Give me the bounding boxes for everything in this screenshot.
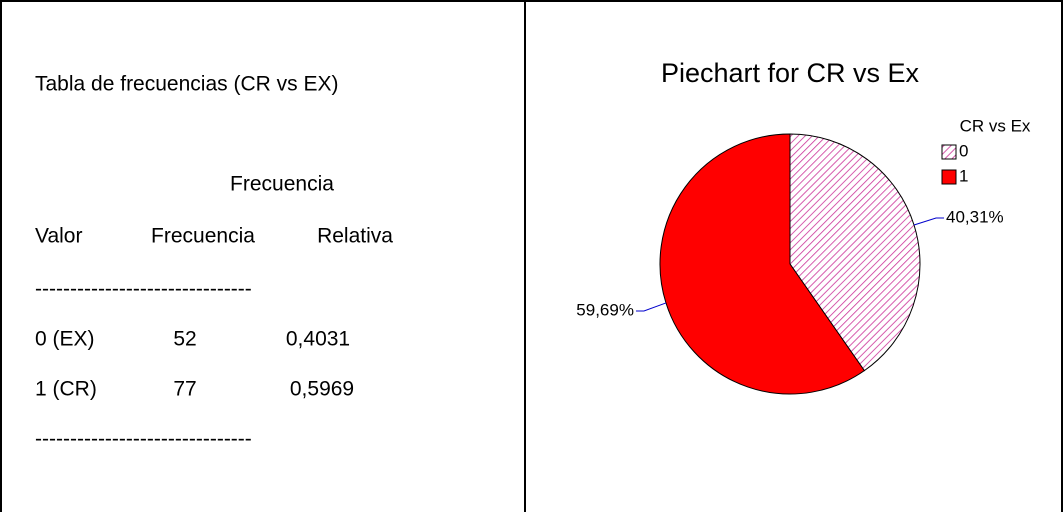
header: Frecuencia	[151, 225, 255, 248]
header: Frecuencia	[230, 173, 334, 196]
pie-slice	[789, 133, 921, 372]
legend-swatch	[941, 169, 957, 185]
legend-label: 0	[959, 141, 968, 160]
separator: -------------------------------	[35, 278, 252, 301]
cell: 52	[173, 328, 196, 351]
cell: 1 (CR)	[35, 378, 97, 401]
data-label: 59,69%	[576, 300, 634, 319]
legend-label: 1	[959, 166, 968, 185]
table-title: Tabla de frecuencias (CR vs EX)	[35, 73, 338, 96]
pie-slice	[659, 133, 866, 395]
legend-title: CR vs Ex	[960, 116, 1031, 135]
header: Relativa	[317, 225, 393, 248]
leader-line	[635, 302, 667, 312]
cell: 0 (EX)	[35, 328, 95, 351]
chart-title: Piechart for CR vs Ex	[661, 58, 920, 88]
cell: 0,4031	[286, 328, 350, 351]
cell: 0,5969	[290, 378, 354, 401]
cell: 77	[173, 378, 196, 401]
separator: -------------------------------	[35, 428, 252, 451]
header: Valor	[35, 225, 82, 248]
leader-line	[913, 217, 945, 226]
legend-swatch	[941, 144, 957, 160]
data-label: 40,31%	[946, 208, 1004, 227]
